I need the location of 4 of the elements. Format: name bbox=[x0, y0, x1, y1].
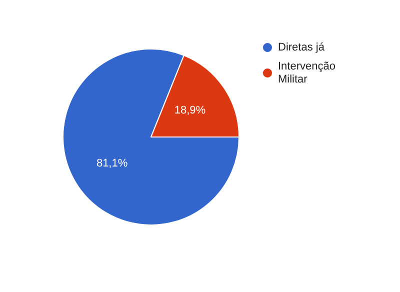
data-label: 81,1% bbox=[96, 157, 128, 170]
legend-label: Intervenção Militar bbox=[278, 60, 339, 86]
legend-label: Diretas já bbox=[278, 42, 326, 54]
data-label: 18,9% bbox=[174, 104, 206, 117]
